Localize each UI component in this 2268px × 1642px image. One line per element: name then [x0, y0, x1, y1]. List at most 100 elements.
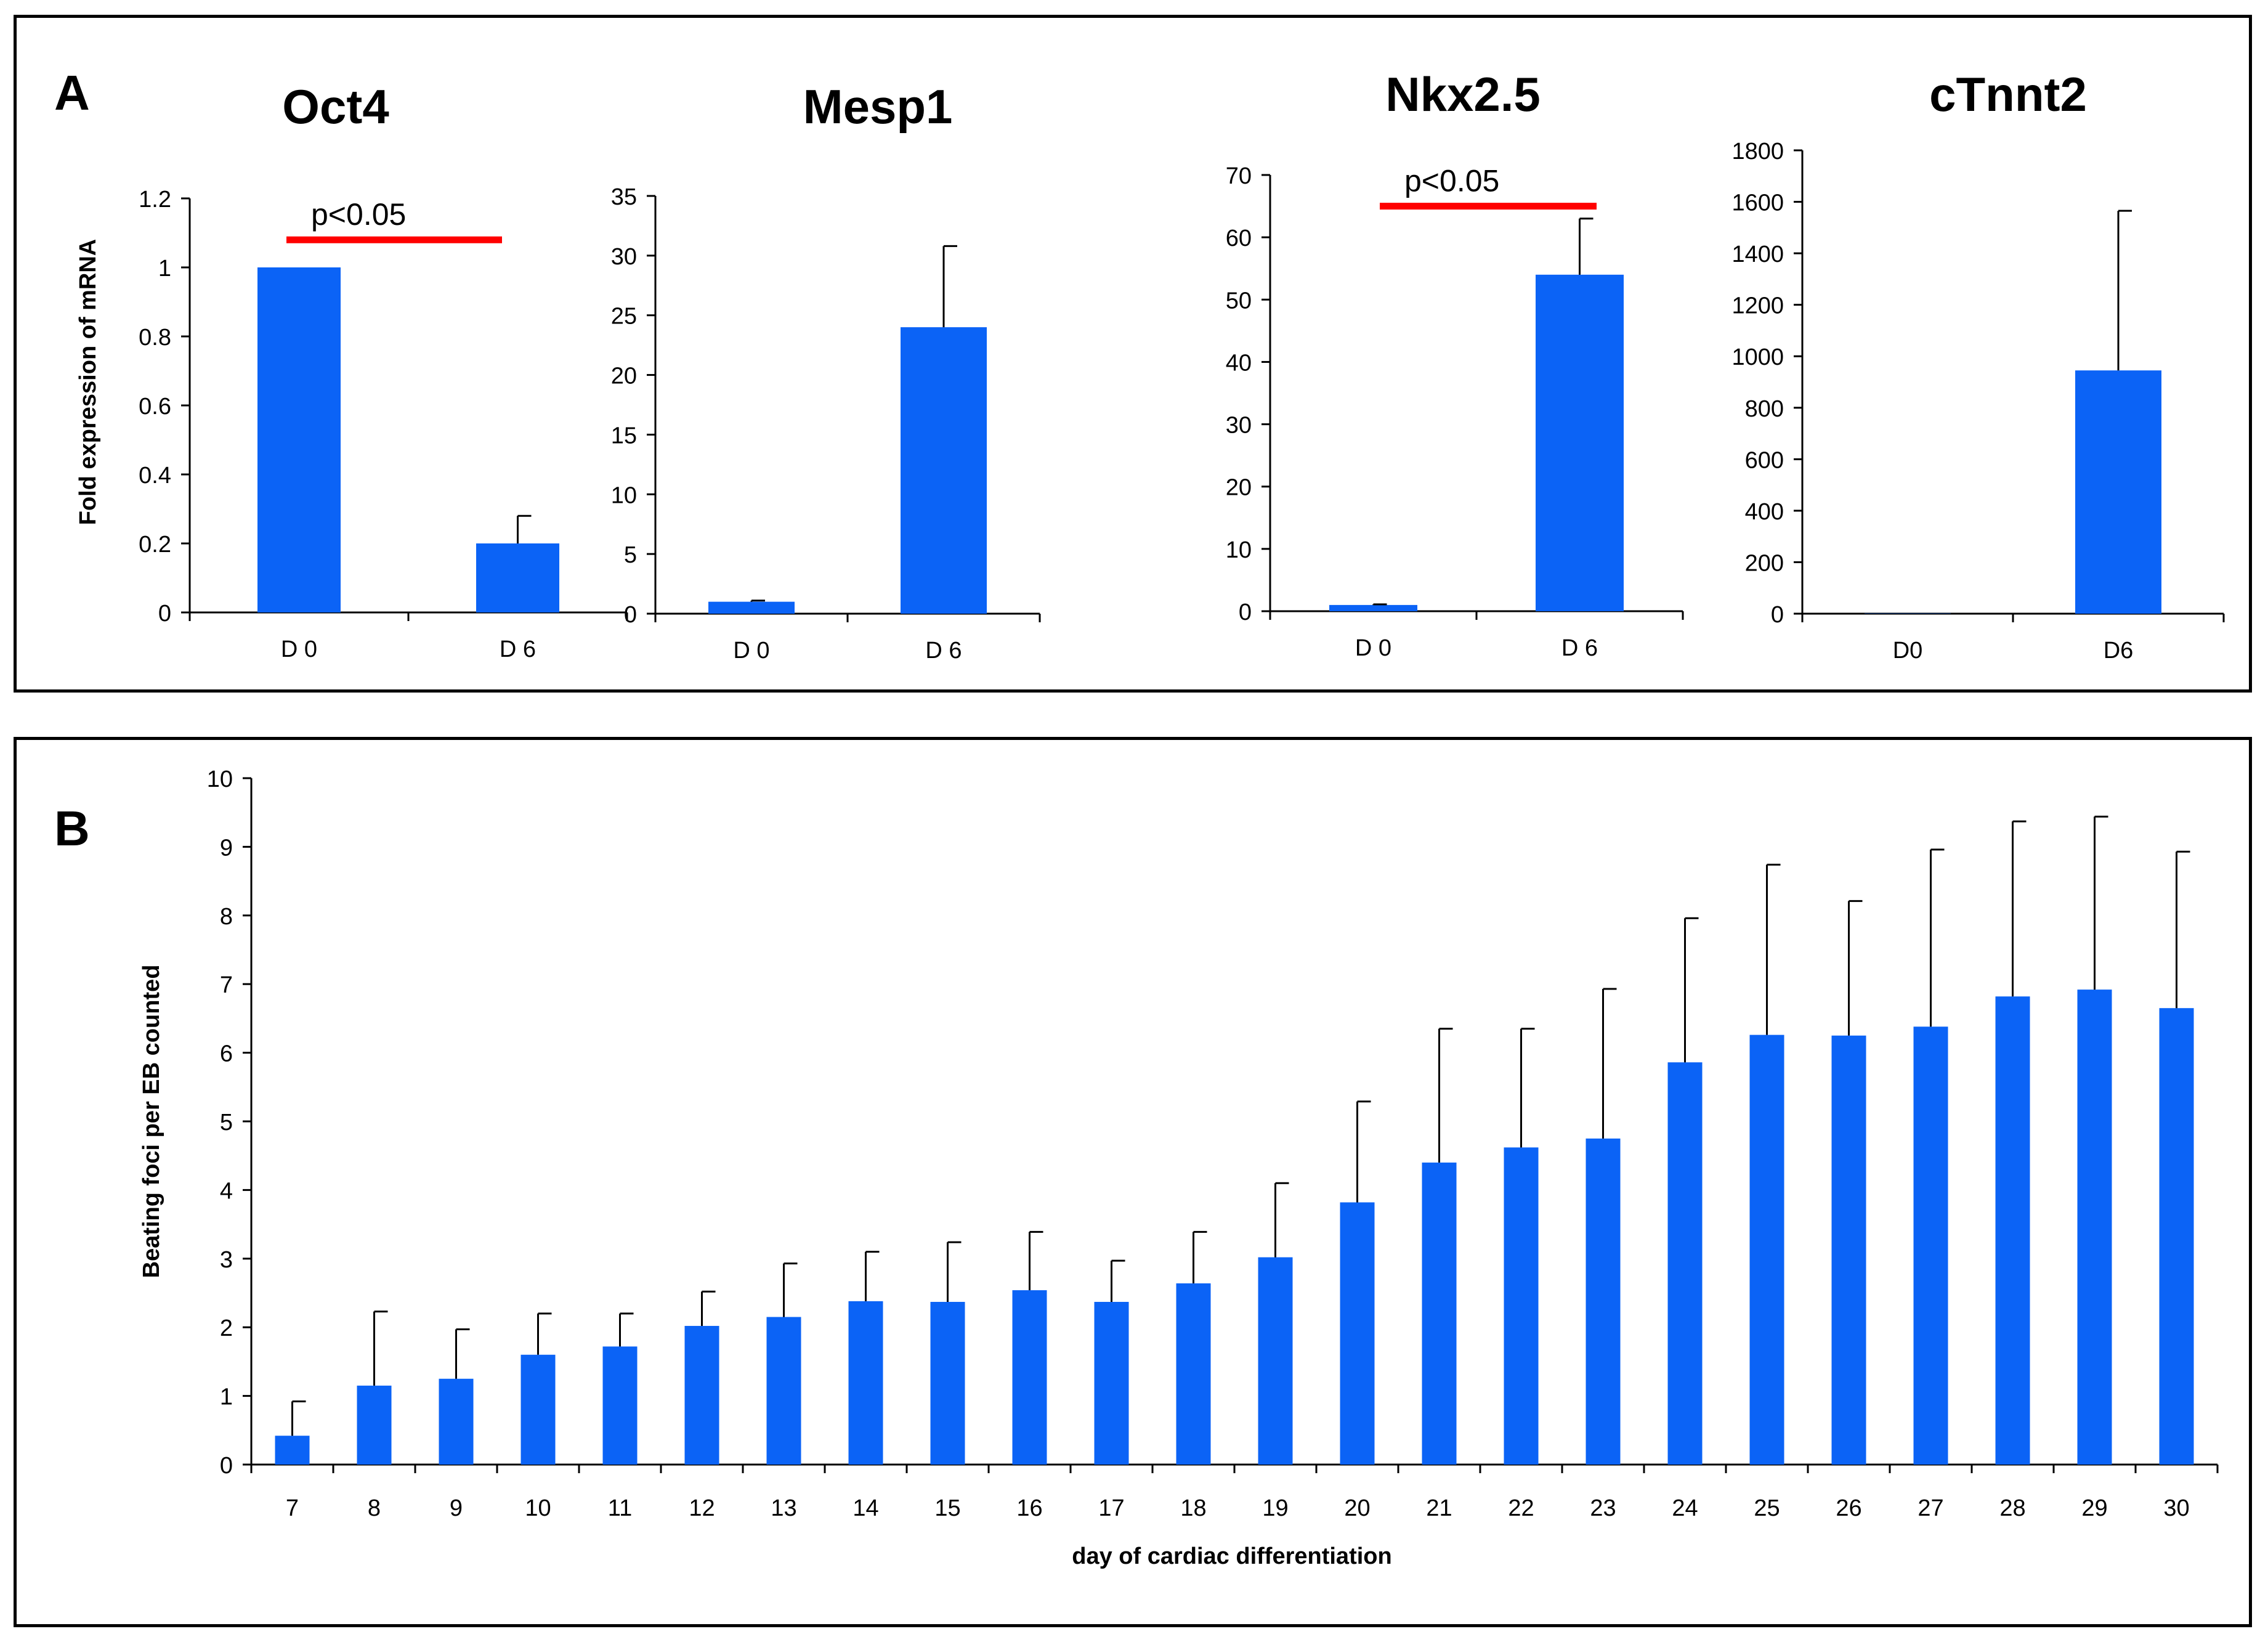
x-tick-label: 21 [1426, 1495, 1452, 1521]
bar [1831, 1035, 1866, 1465]
y-tick-label: 3 [220, 1247, 233, 1273]
y-tick-label: 0.4 [139, 463, 171, 489]
bar [2075, 370, 2161, 614]
chart-nkx25: Nkx2.5 0 10 20 30 40 50 60 70 D 0 D 6 p<0.05 [1226, 67, 1684, 661]
y-tick-label: 15 [611, 423, 637, 449]
bar [901, 327, 987, 614]
y-axis-label: Fold expression of mRNA [75, 239, 101, 526]
bar [848, 1301, 883, 1465]
x-tick-label: 11 [608, 1495, 632, 1521]
y-tick-label: 400 [1745, 499, 1784, 525]
x-tick-label: D0 [1893, 638, 1923, 664]
y-tick-label: 0.8 [139, 325, 171, 351]
y-tick-label: 60 [1226, 226, 1252, 251]
panel-a [14, 15, 2252, 693]
y-tick-label: 0.2 [139, 532, 171, 558]
y-tick-label: 1 [158, 256, 171, 282]
y-tick-label: 1600 [1731, 190, 1784, 216]
bar [520, 1354, 556, 1465]
y-tick-label: 0 [1239, 599, 1252, 625]
bar [766, 1317, 801, 1465]
y-tick-label: 1.2 [139, 187, 171, 213]
x-tick-label: 15 [934, 1495, 960, 1521]
bar [930, 1301, 965, 1465]
chart-title: Nkx2.5 [1385, 67, 1541, 121]
x-tick-label: 7 [286, 1495, 299, 1521]
chart-title: cTnnt2 [1929, 67, 2087, 121]
bar [2077, 990, 2112, 1465]
bar [1504, 1147, 1539, 1465]
y-tick-label: 50 [1226, 288, 1252, 314]
y-tick-label: 0.6 [139, 394, 171, 420]
y-tick-label: 4 [220, 1178, 233, 1204]
y-tick-label: 1400 [1731, 242, 1784, 267]
bar [1176, 1283, 1211, 1465]
y-tick-label: 35 [611, 184, 637, 210]
bar [1094, 1301, 1129, 1465]
x-tick-label: 18 [1180, 1495, 1206, 1521]
x-tick-label: 27 [1918, 1495, 1943, 1521]
y-tick-label: 200 [1745, 550, 1784, 576]
y-tick-label: 9 [220, 835, 233, 861]
y-tick-label: 10 [207, 766, 233, 792]
y-tick-label: 20 [611, 364, 637, 389]
y-tick-label: 7 [220, 972, 233, 998]
y-tick-label: 0 [1771, 602, 1784, 628]
y-tick-label: 10 [611, 482, 637, 508]
bar [1586, 1138, 1621, 1465]
x-tick-label: D6 [2104, 638, 2134, 664]
x-tick-label: 14 [853, 1495, 878, 1521]
bar [2159, 1008, 2194, 1465]
y-tick-label: 5 [624, 542, 637, 568]
y-tick-label: 800 [1745, 396, 1784, 422]
y-tick-label: 10 [1226, 537, 1252, 563]
x-tick-label: 30 [2163, 1495, 2189, 1521]
y-tick-label: 5 [220, 1110, 233, 1136]
x-tick-label: 13 [771, 1495, 796, 1521]
bar [357, 1385, 392, 1465]
bar [257, 267, 341, 612]
y-tick-label: 0 [158, 601, 171, 627]
panel-a-label: A [54, 65, 90, 120]
x-tick-label: 28 [1999, 1495, 2025, 1521]
bar [1667, 1062, 1703, 1465]
chart-oct4: Oct4 0 0.2 0.4 0.6 0.8 1 1.2 D 0 D 6 p<0.05 Fold ex… [75, 79, 628, 662]
y-tick-label: 1800 [1731, 139, 1784, 165]
x-tick-label: D 0 [1355, 635, 1391, 661]
x-tick-label: D 6 [925, 638, 962, 664]
chart-title: Oct4 [282, 79, 389, 134]
x-tick-label: 8 [368, 1495, 381, 1521]
x-tick-label: 23 [1590, 1495, 1616, 1521]
y-tick-label: 6 [220, 1041, 233, 1067]
panel-b [14, 737, 2252, 1627]
x-tick-label: D 6 [1561, 635, 1598, 661]
bar [602, 1346, 638, 1465]
chart-ctnnt2: cTnnt2 0 200 400 600 800 1000 1200 1400 1600 1800 D… [1731, 67, 2225, 664]
bar [1422, 1162, 1457, 1465]
y-tick-label: 1200 [1731, 293, 1784, 319]
y-tick-label: 8 [220, 904, 233, 930]
y-tick-label: 30 [611, 244, 637, 270]
significance-label: p<0.05 [311, 197, 406, 232]
y-tick-label: 1000 [1731, 344, 1784, 370]
bar [439, 1378, 474, 1465]
bar [1536, 274, 1624, 611]
y-tick-label: 30 [1226, 413, 1252, 439]
y-tick-label: 25 [611, 304, 637, 330]
y-tick-label: 40 [1226, 350, 1252, 376]
chart-title: Mesp1 [803, 79, 953, 134]
x-tick-label: 16 [1016, 1495, 1042, 1521]
y-tick-label: 2 [220, 1315, 233, 1341]
x-tick-label: 20 [1344, 1495, 1370, 1521]
bar [684, 1325, 719, 1465]
chart-mesp1: Mesp1 0 5 10 15 20 25 30 35 D 0 D 6 [611, 79, 1041, 664]
x-tick-label: D 0 [281, 636, 317, 662]
panel-b-label: B [54, 801, 90, 856]
y-tick-label: 1 [220, 1384, 233, 1410]
y-axis-label: Beating foci per EB counted [139, 965, 164, 1278]
x-tick-label: 9 [450, 1495, 463, 1521]
y-tick-label: 20 [1226, 475, 1252, 501]
x-tick-label: 12 [689, 1495, 715, 1521]
